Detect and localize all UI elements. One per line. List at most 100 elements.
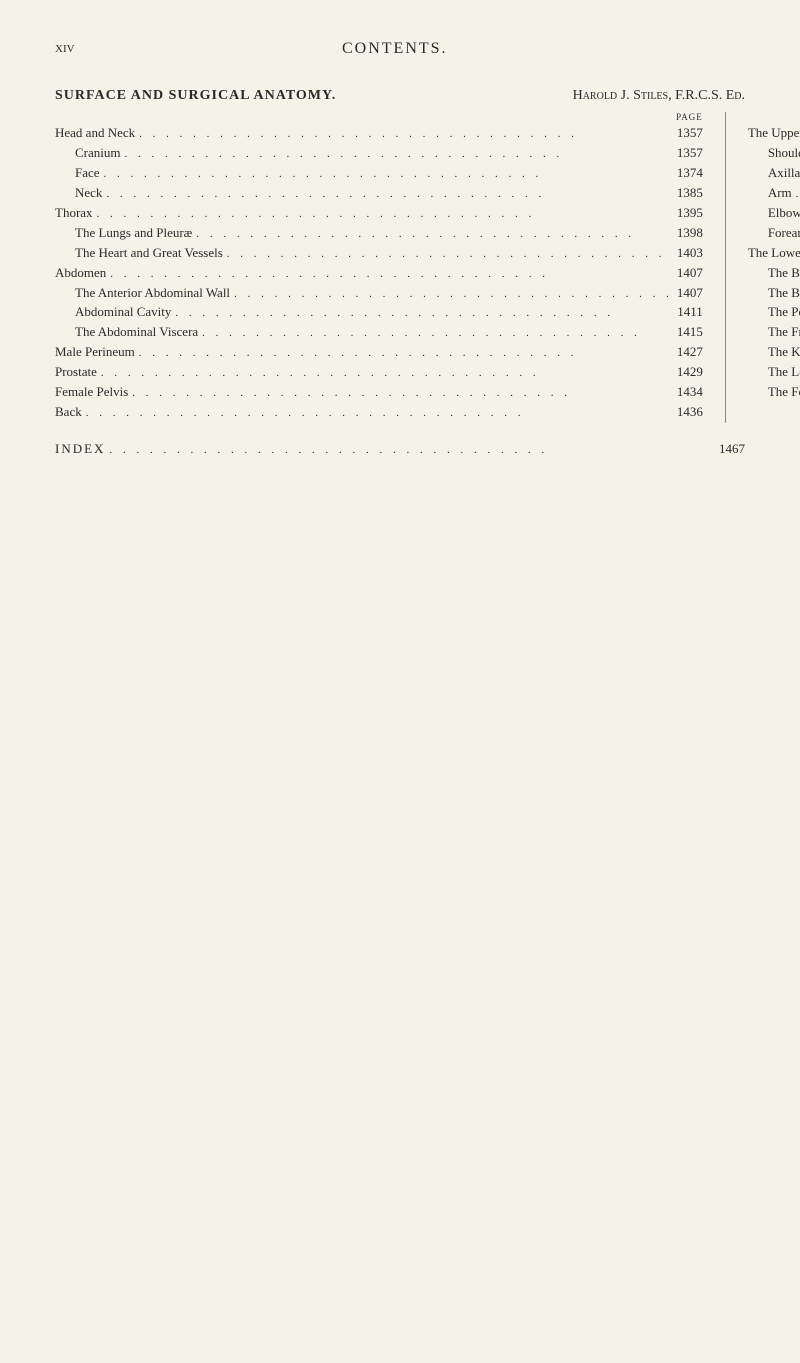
- toc-dots: . . . . . . . . . . . . . . . . . . . . …: [202, 326, 673, 342]
- toc-entry-label: The Foot and Ankle: [748, 383, 800, 402]
- index-row: INDEX . . . . . . . . . . . . . . . . . …: [55, 441, 745, 457]
- toc-entry: The Popliteal Fossa. . . . . . . . . . .…: [748, 303, 800, 322]
- toc-entry-page: 1415: [677, 323, 703, 342]
- toc-entry-page: 1357: [677, 124, 703, 143]
- toc-entry: Head and Neck. . . . . . . . . . . . . .…: [55, 124, 703, 143]
- toc-dots: . . . . . . . . . . . . . . . . . . . . …: [101, 366, 673, 382]
- right-column: PAGE The Upper Extremity. . . . . . . . …: [748, 112, 800, 423]
- toc-entry: Thorax. . . . . . . . . . . . . . . . . …: [55, 204, 703, 223]
- toc-entry-label: The Lungs and Pleuræ: [55, 224, 192, 243]
- toc-dots: . . . . . . . . . . . . . . . . . . . . …: [132, 386, 673, 402]
- toc-entry-label: Back: [55, 403, 82, 422]
- index-page: 1467: [719, 441, 745, 457]
- toc-entry: Cranium. . . . . . . . . . . . . . . . .…: [55, 144, 703, 163]
- toc-entry: Arm . . . . . . . . . . . . . . . . . . .…: [748, 184, 800, 203]
- toc-entry-page: 1436: [677, 403, 703, 422]
- toc-entry: Abdominal Cavity. . . . . . . . . . . . …: [55, 303, 703, 322]
- toc-entry-page: 1407: [677, 264, 703, 283]
- toc-entry-label: Neck: [55, 184, 102, 203]
- toc-entry-label: The Buttock: [748, 264, 800, 283]
- toc-dots: . . . . . . . . . . . . . . . . . . . . …: [139, 346, 673, 362]
- section-title-row: SURFACE AND SURGICAL ANATOMY. Harold J. …: [55, 88, 745, 104]
- toc-entry-label: The Front of the Thigh: [748, 323, 800, 342]
- section-author: Harold J. Stiles, F.R.C.S. Ed.: [573, 88, 745, 104]
- toc-entry: The Back of the Thigh. . . . . . . . . .…: [748, 284, 800, 303]
- toc-entry: Prostate. . . . . . . . . . . . . . . . …: [55, 363, 703, 382]
- left-column: PAGE Head and Neck. . . . . . . . . . . …: [55, 112, 703, 423]
- toc-entry: Face. . . . . . . . . . . . . . . . . . …: [55, 164, 703, 183]
- toc-entry-label: Arm: [748, 184, 792, 203]
- section-title: SURFACE AND SURGICAL ANATOMY.: [55, 88, 336, 104]
- toc-entry-label: Shoulder: [748, 144, 800, 163]
- toc-entry: Abdomen. . . . . . . . . . . . . . . . .…: [55, 264, 703, 283]
- toc-entry-label: Thorax: [55, 204, 93, 223]
- toc-dots: . . . . . . . . . . . . . . . . . . . . …: [234, 287, 673, 303]
- toc-entry-label: The Back of the Thigh: [748, 284, 800, 303]
- toc-entry-label: The Anterior Abdominal Wall: [55, 284, 230, 303]
- toc-dots: . . . . . . . . . . . . . . . . . . . . …: [196, 227, 672, 243]
- toc-entry: The Leg. . . . . . . . . . . . . . . . .…: [748, 363, 800, 382]
- toc-entry: Female Pelvis. . . . . . . . . . . . . .…: [55, 383, 703, 402]
- toc-entry: Shoulder. . . . . . . . . . . . . . . . …: [748, 144, 800, 163]
- toc-entry-page: 1357: [677, 144, 703, 163]
- toc-dots: . . . . . . . . . . . . . . . . . . . . …: [97, 207, 673, 223]
- toc-entry-label: The Heart and Great Vessels: [55, 244, 223, 263]
- toc-entry-page: 1398: [677, 224, 703, 243]
- header-spacer: [715, 40, 745, 58]
- toc-entry-page: 1385: [677, 184, 703, 203]
- toc-entry-page: 1374: [677, 164, 703, 183]
- page-label-left: PAGE: [55, 112, 703, 122]
- toc-dots: . . . . . . . . . . . . . . . . . . . . …: [175, 306, 673, 322]
- column-divider: [725, 112, 726, 423]
- toc-columns: PAGE Head and Neck. . . . . . . . . . . …: [55, 112, 745, 423]
- toc-entry-page: 1434: [677, 383, 703, 402]
- toc-entry-label: Cranium: [55, 144, 121, 163]
- toc-entry-label: Female Pelvis: [55, 383, 128, 402]
- toc-entry-page: 1403: [677, 244, 703, 263]
- toc-entry: Back. . . . . . . . . . . . . . . . . . …: [55, 403, 703, 422]
- toc-entry-label: The Knee: [748, 343, 800, 362]
- book-title: CONTENTS.: [342, 40, 448, 58]
- toc-entry-label: The Upper Extremity: [748, 124, 800, 143]
- page-container: xiv CONTENTS. SURFACE AND SURGICAL ANATO…: [0, 0, 800, 497]
- toc-entry-page: 1395: [677, 204, 703, 223]
- toc-dots: . . . . . . . . . . . . . . . . . . . . …: [227, 247, 673, 263]
- toc-entry-label: Prostate: [55, 363, 97, 382]
- toc-entry: The Foot and Ankle. . . . . . . . . . . …: [748, 383, 800, 402]
- toc-entry: The Knee. . . . . . . . . . . . . . . . …: [748, 343, 800, 362]
- toc-entry-label: The Abdominal Viscera: [55, 323, 198, 342]
- toc-entry-label: Elbow: [748, 204, 800, 223]
- toc-entry-label: The Popliteal Fossa: [748, 303, 800, 322]
- index-dots: . . . . . . . . . . . . . . . . . . . . …: [109, 444, 715, 456]
- toc-entry: The Lower Extremity. . . . . . . . . . .…: [748, 244, 800, 263]
- toc-entry-page: 1407: [677, 284, 703, 303]
- toc-entry: Elbow. . . . . . . . . . . . . . . . . .…: [748, 204, 800, 223]
- toc-entry: The Front of the Thigh. . . . . . . . . …: [748, 323, 800, 342]
- toc-entry: Neck. . . . . . . . . . . . . . . . . . …: [55, 184, 703, 203]
- toc-entry-label: Male Perineum: [55, 343, 135, 362]
- toc-entry: Male Perineum. . . . . . . . . . . . . .…: [55, 343, 703, 362]
- toc-entry: The Upper Extremity. . . . . . . . . . .…: [748, 124, 800, 143]
- toc-entry: The Abdominal Viscera. . . . . . . . . .…: [55, 323, 703, 342]
- toc-dots: . . . . . . . . . . . . . . . . . . . . …: [86, 406, 673, 422]
- toc-dots: . . . . . . . . . . . . . . . . . . . . …: [106, 187, 672, 203]
- toc-entry-page: 1429: [677, 363, 703, 382]
- toc-entry-label: Axilla: [748, 164, 800, 183]
- toc-entry-label: Head and Neck: [55, 124, 135, 143]
- toc-dots: . . . . . . . . . . . . . . . . . . . . …: [796, 187, 800, 203]
- toc-entry: The Buttock. . . . . . . . . . . . . . .…: [748, 264, 800, 283]
- page-label-right: PAGE: [748, 112, 800, 122]
- toc-entry: The Anterior Abdominal Wall. . . . . . .…: [55, 284, 703, 303]
- toc-entry-page: 1411: [677, 303, 703, 322]
- toc-dots: . . . . . . . . . . . . . . . . . . . . …: [125, 147, 673, 163]
- toc-entry-label: The Lower Extremity: [748, 244, 800, 263]
- toc-entry-label: The Leg: [748, 363, 800, 382]
- toc-entry-label: Abdomen: [55, 264, 106, 283]
- toc-entry: The Lungs and Pleuræ. . . . . . . . . . …: [55, 224, 703, 243]
- toc-entry-label: Abdominal Cavity: [55, 303, 171, 322]
- toc-entry: The Heart and Great Vessels. . . . . . .…: [55, 244, 703, 263]
- toc-dots: . . . . . . . . . . . . . . . . . . . . …: [104, 167, 673, 183]
- toc-dots: . . . . . . . . . . . . . . . . . . . . …: [139, 127, 673, 143]
- page-number: xiv: [55, 40, 75, 58]
- toc-entry: Forearm and Hand. . . . . . . . . . . . …: [748, 224, 800, 243]
